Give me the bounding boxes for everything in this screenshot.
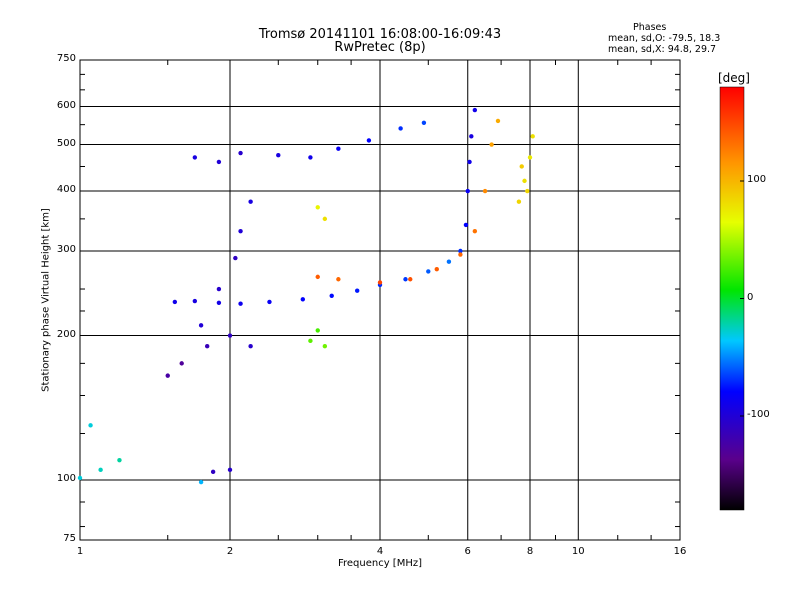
echo-point <box>377 280 383 285</box>
echo-point <box>525 188 530 194</box>
echo-point <box>322 344 328 349</box>
echo-point <box>227 333 233 338</box>
echo-point <box>403 277 408 282</box>
echo-point <box>267 299 272 305</box>
chart-title: Tromsø 20141101 16:08:00-16:09:43 <box>258 27 502 42</box>
colorbar-tick-label: -100 <box>747 409 770 420</box>
echo-point <box>198 479 204 485</box>
echo-point <box>530 134 535 139</box>
echo-point <box>516 199 522 204</box>
x-axis-label: Frequency [MHz] <box>337 558 423 569</box>
x-tick-label: 4 <box>376 546 384 557</box>
echo-point <box>463 222 469 228</box>
echo-point <box>408 277 413 282</box>
x-tick-label: 8 <box>526 546 534 557</box>
echo-point <box>216 300 222 306</box>
phases-o-stats: mean, sd,O: -79.5, 18.3 <box>608 33 721 44</box>
chart-subtitle: RwPretec (8p) <box>334 40 426 55</box>
y-tick-label: 300 <box>56 244 76 255</box>
x-tick-label: 10 <box>571 546 585 557</box>
colorbar-tick-label: 100 <box>747 174 767 185</box>
echo-point <box>192 155 198 160</box>
echo-point <box>354 288 360 293</box>
echo-point <box>165 373 170 378</box>
echo-point <box>398 126 403 131</box>
echo-point <box>322 216 328 222</box>
echo-point <box>238 301 243 306</box>
echo-point <box>238 228 243 234</box>
y-tick-label: 400 <box>56 184 76 196</box>
echo-point <box>458 252 463 257</box>
echo-point <box>519 164 524 169</box>
x-tick-label: 6 <box>464 546 471 557</box>
phases-x-stats: mean, sd,X: 94.8, 29.7 <box>608 44 717 55</box>
echo-point <box>88 423 93 428</box>
echo-point <box>336 146 341 151</box>
echo-point <box>469 134 474 139</box>
echo-point <box>276 153 281 158</box>
echo-point <box>204 344 210 349</box>
echo-point <box>495 118 501 124</box>
echo-point <box>315 328 320 333</box>
x-tick-label: 16 <box>673 546 687 557</box>
echo-point <box>465 188 470 194</box>
echo-point <box>172 299 178 305</box>
echo-point <box>248 199 253 204</box>
echo-point <box>434 266 439 272</box>
echo-point <box>315 274 320 280</box>
echo-point <box>192 298 198 304</box>
echo-point <box>315 205 320 210</box>
echo-point <box>458 248 463 254</box>
y-tick-label: 600 <box>56 99 76 111</box>
echo-point <box>216 286 222 292</box>
echo-point <box>329 293 334 298</box>
echo-point <box>248 344 253 349</box>
colorbar-unit: [deg] <box>718 71 750 85</box>
echo-point <box>366 138 372 143</box>
echo-point <box>421 120 427 125</box>
y-tick-label: 200 <box>56 328 76 340</box>
echo-point <box>198 323 204 328</box>
echo-point <box>522 178 527 184</box>
echo-point <box>210 469 216 475</box>
echo-point <box>233 255 238 261</box>
y-tick-label: 750 <box>56 53 76 64</box>
echo-point <box>482 188 488 194</box>
y-tick-label: 100 <box>56 473 76 485</box>
echo-point <box>117 457 122 463</box>
colorbar-ticks <box>740 180 744 417</box>
grid-lines <box>80 60 680 540</box>
echo-point <box>467 159 472 165</box>
data-points <box>77 107 535 485</box>
echo-point <box>179 361 184 366</box>
echo-point <box>98 467 103 473</box>
x-tick-label: 1 <box>76 546 84 557</box>
y-tick-label: 75 <box>63 533 76 544</box>
x-tick-label: 2 <box>226 546 234 557</box>
echo-point <box>308 338 313 344</box>
echo-point <box>336 277 341 282</box>
colorbar-tick-label: 0 <box>747 291 754 303</box>
echo-point <box>426 269 431 274</box>
echo-point <box>308 155 313 160</box>
echo-point <box>446 259 452 264</box>
echo-point <box>527 155 533 160</box>
echo-point <box>472 228 478 234</box>
echo-point <box>77 475 83 481</box>
phases-title: Phases <box>633 22 667 33</box>
echo-point <box>489 142 494 147</box>
echo-point <box>216 159 222 165</box>
echo-point <box>238 150 243 156</box>
echo-point <box>300 297 306 302</box>
echo-point <box>472 107 478 113</box>
y-tick-label: 500 <box>56 137 76 149</box>
echo-point <box>227 467 233 473</box>
